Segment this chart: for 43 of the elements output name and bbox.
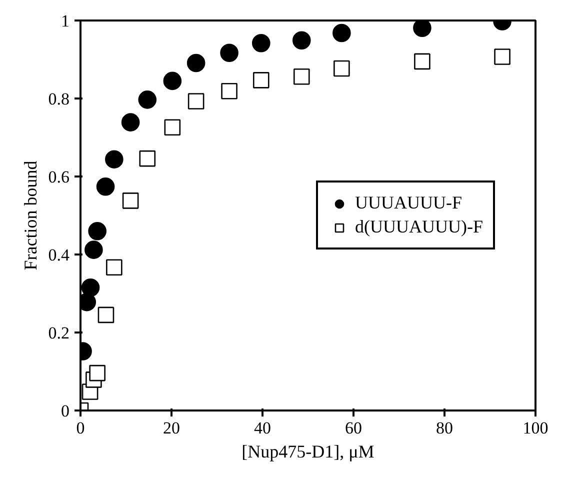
- x-tick-label: 60: [345, 418, 362, 438]
- x-tick-label: 40: [254, 418, 271, 438]
- y-tick-label: 0: [61, 402, 70, 420]
- y-tick-label: 0.2: [48, 324, 70, 342]
- y-tick-label: 0.6: [48, 168, 70, 186]
- y-tick-label: 0.8: [48, 90, 70, 108]
- point: [163, 72, 182, 90]
- point: [105, 150, 124, 168]
- point: [121, 113, 140, 132]
- point: [89, 364, 106, 382]
- point: [139, 150, 156, 167]
- point: [292, 31, 311, 50]
- y-tick-label: 0.4: [48, 246, 70, 264]
- point: [186, 54, 206, 72]
- y-tick-label: 1: [61, 12, 70, 30]
- point: [332, 24, 351, 42]
- point: [413, 20, 432, 38]
- point: [494, 48, 510, 65]
- point: [252, 72, 270, 88]
- point: [84, 240, 103, 259]
- x-tick-label: 100: [522, 418, 548, 438]
- legend-label: d(UUUAUUU)-F: [355, 216, 483, 238]
- point: [98, 306, 114, 324]
- point: [81, 278, 100, 297]
- x-tick-label: 20: [163, 418, 180, 438]
- point: [293, 68, 310, 85]
- point: [96, 178, 115, 196]
- point: [164, 119, 181, 136]
- point: [334, 60, 350, 77]
- x-axis-title: [Nup475-D1], μM: [242, 442, 374, 462]
- point: [122, 192, 139, 209]
- point: [88, 222, 106, 240]
- point: [220, 44, 238, 62]
- point: [106, 259, 122, 276]
- legend-label: UUUAUUU-F: [355, 192, 462, 214]
- x-tick-label: 0: [76, 418, 85, 438]
- point: [221, 82, 238, 100]
- point: [188, 93, 204, 110]
- point: [414, 53, 430, 70]
- point: [252, 34, 270, 52]
- y-axis-title: Fraction bound: [20, 160, 40, 270]
- point: [138, 90, 157, 109]
- x-tick-label: 80: [436, 418, 453, 438]
